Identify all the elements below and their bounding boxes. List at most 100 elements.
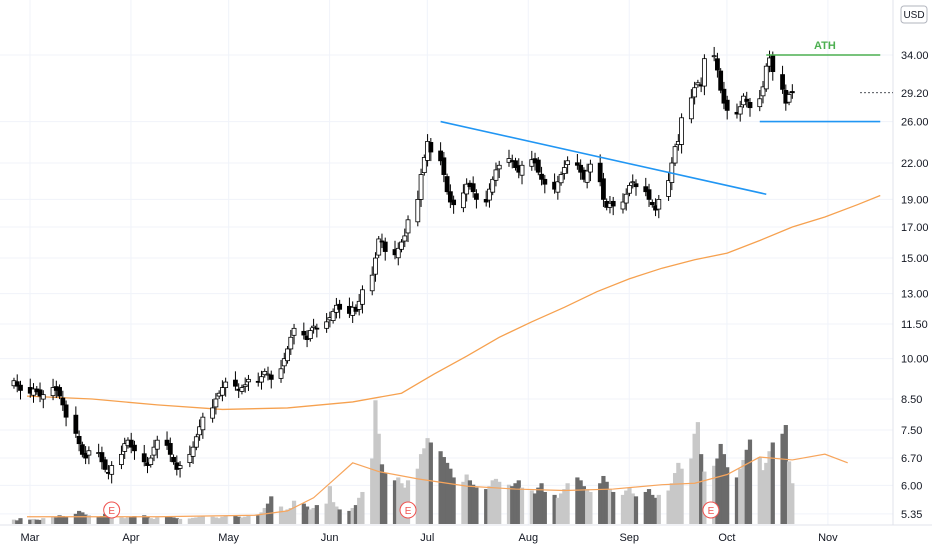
volume-bar <box>461 481 466 524</box>
volume-bar <box>516 480 521 524</box>
volume-bar <box>510 486 515 524</box>
volume-bar <box>692 433 697 524</box>
volume-bar <box>324 503 329 524</box>
volume-bar <box>83 514 88 524</box>
volume-bar <box>57 515 62 524</box>
candle <box>246 374 251 391</box>
volume-bar <box>353 505 359 524</box>
volume-bar <box>679 468 684 524</box>
volume-bar <box>31 518 36 524</box>
candle <box>213 393 219 415</box>
volume-bar <box>552 494 557 524</box>
moving-average <box>26 194 881 411</box>
candle <box>715 52 720 78</box>
volume-bar <box>422 448 427 524</box>
candle <box>666 171 671 201</box>
volume-bar <box>106 515 111 524</box>
volume-bar <box>77 510 82 524</box>
volume-bar <box>598 483 603 524</box>
volume-bar <box>246 515 251 524</box>
volume-bar <box>441 457 446 524</box>
candle <box>63 400 69 427</box>
volume-bar <box>122 518 127 524</box>
candle <box>285 345 290 364</box>
candle <box>656 194 662 219</box>
candle <box>132 440 137 460</box>
y-tick-label: 6.00 <box>901 480 922 492</box>
y-tick-label: 7.50 <box>901 425 922 437</box>
candle <box>360 285 365 314</box>
volume-bar <box>337 509 342 524</box>
volume-bar <box>109 516 114 524</box>
volume-bar <box>646 489 652 524</box>
volume-bar <box>285 509 290 524</box>
volume-bar <box>493 478 499 524</box>
volume-bar <box>653 497 658 524</box>
volume-bar <box>428 442 433 524</box>
y-tick-label: 13.00 <box>901 289 929 301</box>
volume-bar <box>620 494 626 524</box>
svg-text:E: E <box>708 506 715 517</box>
volume-bar <box>73 513 78 524</box>
candle <box>187 445 193 468</box>
time-axis[interactable]: Mar Apr May Jun Jul Aug Sep Oct Nov <box>21 532 839 544</box>
candle <box>441 151 447 183</box>
volume-bar <box>220 516 225 524</box>
volume-bar <box>715 458 720 524</box>
candle <box>122 437 128 459</box>
volume-bar <box>174 518 179 524</box>
volume-bar <box>376 433 381 524</box>
candle <box>519 160 525 185</box>
price-axis[interactable]: 34.00 29.20 26.00 22.00 19.00 17.00 15.00 13.00… <box>860 50 929 521</box>
volume-bar <box>239 517 245 524</box>
volume-bar <box>760 470 766 524</box>
candle <box>242 377 248 393</box>
volume-bar <box>373 400 378 524</box>
volume-bar <box>190 517 196 524</box>
volume-bar <box>484 489 489 524</box>
candle <box>490 176 496 196</box>
candle <box>337 299 343 319</box>
ath-label: ATH <box>814 40 836 52</box>
candle <box>291 323 297 345</box>
volume-bar <box>119 517 124 524</box>
candle <box>561 160 567 180</box>
volume-bar <box>311 507 316 524</box>
volume-bar <box>725 467 730 524</box>
volume-bar <box>288 507 293 524</box>
y-tick-label: 29.20 <box>901 88 929 100</box>
candle <box>262 368 268 378</box>
candle <box>620 193 626 214</box>
volume-bar <box>34 519 39 524</box>
candle <box>148 455 154 468</box>
volume-bar <box>506 484 512 524</box>
candle <box>50 378 56 401</box>
candle <box>421 154 427 176</box>
candle <box>711 46 717 62</box>
volume-bar <box>28 519 33 524</box>
candle <box>438 142 444 166</box>
volume-bar <box>643 491 648 524</box>
candle <box>223 377 229 397</box>
candle <box>177 461 183 478</box>
svg-text:E: E <box>108 506 115 517</box>
volume-bar <box>41 518 46 524</box>
candle <box>259 370 264 390</box>
candle <box>770 51 776 81</box>
volume-bar <box>86 515 91 524</box>
volume-bar <box>529 490 534 524</box>
candle <box>141 444 147 467</box>
currency-label[interactable]: USD <box>900 5 928 24</box>
candle <box>574 153 580 170</box>
volume-bar <box>379 464 385 524</box>
volume-bar <box>327 486 332 524</box>
candle <box>542 174 548 194</box>
candle <box>190 441 196 464</box>
candle <box>483 190 489 207</box>
volume-bar <box>650 494 655 524</box>
candle <box>350 301 356 323</box>
candle <box>721 81 727 110</box>
candle <box>314 323 320 338</box>
volume-bar <box>633 496 639 524</box>
